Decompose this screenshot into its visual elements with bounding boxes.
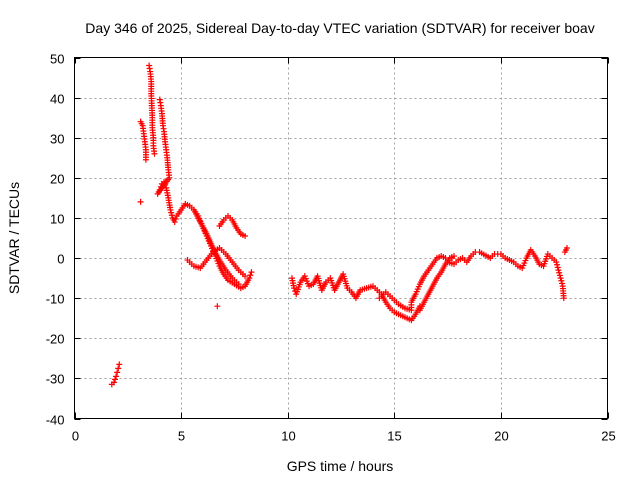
data-point: [559, 280, 566, 287]
data-point: [156, 186, 163, 193]
data-point: [563, 245, 570, 252]
y-tick-label: -20: [46, 332, 65, 347]
data-point: [235, 281, 242, 288]
data-point: [112, 376, 119, 383]
data-point: [151, 150, 158, 157]
data-point: [558, 277, 565, 284]
x-tick-label: 0: [72, 429, 79, 444]
data-point: [114, 369, 121, 376]
data-point: [557, 275, 564, 282]
chart-title: Day 346 of 2025, Sidereal Day-to-day VTE…: [85, 20, 594, 36]
axis-ticks: [74, 57, 609, 420]
data-point: [171, 218, 178, 225]
data-point: [167, 206, 174, 213]
y-tick-label: -30: [46, 372, 65, 387]
data-point: [157, 183, 164, 190]
data-points: [108, 62, 570, 388]
data-point: [137, 198, 144, 205]
data-point: [214, 303, 221, 310]
x-tick-label: 20: [494, 429, 508, 444]
data-point: [168, 212, 175, 219]
y-tick-label: -40: [46, 413, 65, 428]
data-point: [162, 181, 169, 188]
plot-frame: [74, 57, 608, 419]
data-point: [116, 361, 123, 368]
y-tick-label: 20: [50, 172, 64, 187]
x-tick-label: 5: [178, 429, 185, 444]
tick-labels: 0 5 10 15 20 25 -40 -30 -20 -10 0 10 20 30 40 50: [46, 52, 616, 444]
data-point: [291, 285, 298, 292]
x-tick-label: 15: [387, 429, 401, 444]
data-point: [172, 215, 179, 222]
data-point: [560, 295, 567, 302]
y-tick-label: -10: [46, 292, 65, 307]
data-point: [554, 261, 561, 268]
data-point: [161, 178, 168, 185]
grid-lines: [74, 57, 608, 419]
data-point: [115, 365, 122, 372]
data-point: [248, 269, 255, 276]
y-axis-label: SDTVAR / TECUs: [6, 182, 22, 294]
y-tick-label: 10: [50, 212, 64, 227]
data-point: [168, 209, 175, 216]
y-tick-label: 0: [57, 252, 64, 267]
y-tick-label: 40: [50, 92, 64, 107]
data-point: [555, 267, 562, 274]
data-point: [246, 275, 253, 282]
data-point: [113, 373, 120, 380]
data-point: [247, 272, 254, 279]
data-point: [554, 264, 561, 271]
x-tick-label: 10: [281, 429, 295, 444]
x-tick-label: 25: [601, 429, 615, 444]
data-point: [110, 379, 117, 386]
data-point: [553, 259, 560, 266]
data-point: [242, 232, 249, 239]
data-point: [142, 156, 149, 163]
y-tick-label: 30: [50, 132, 64, 147]
x-axis-label: GPS time / hours: [287, 458, 394, 474]
data-point: [556, 272, 563, 279]
data-point: [556, 269, 563, 276]
data-point: [242, 273, 249, 280]
y-tick-label: 50: [50, 52, 64, 67]
